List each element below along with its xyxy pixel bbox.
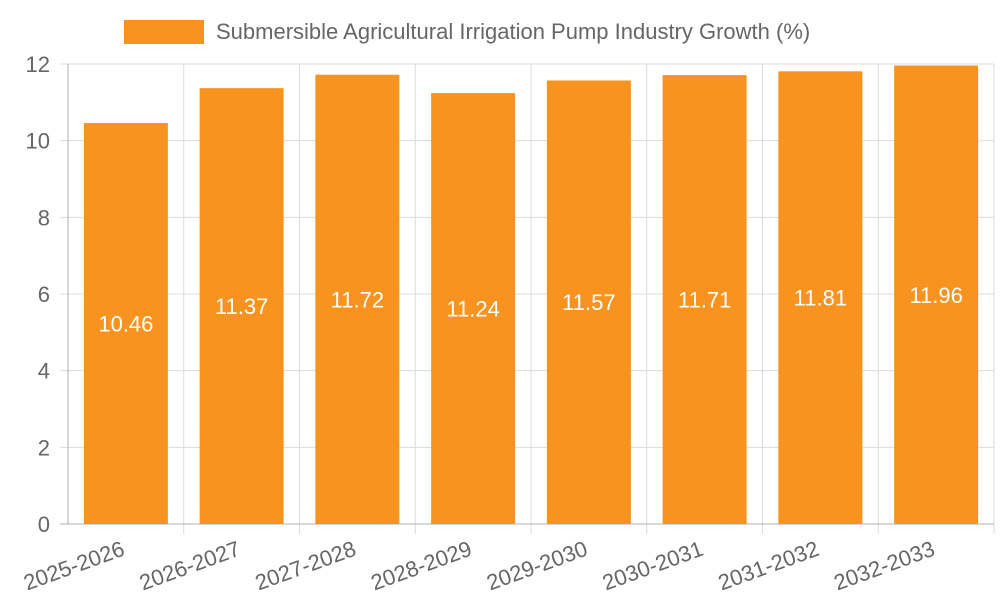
bar[interactable] (431, 93, 516, 524)
y-tick-label: 8 (38, 205, 50, 230)
bar-value-label: 11.72 (331, 287, 384, 312)
legend-swatch (124, 20, 204, 44)
legend-label: Submersible Agricultural Irrigation Pump… (216, 19, 810, 44)
y-axis-tick-labels: 0 2 4 6 8 10 12 (26, 52, 50, 537)
bar-value-label: 10.46 (98, 312, 153, 337)
legend[interactable]: Submersible Agricultural Irrigation Pump… (124, 19, 810, 44)
bar[interactable] (778, 71, 863, 525)
x-tick-label: 2031-2032 (715, 536, 822, 595)
bars (83, 65, 979, 525)
x-tick-label: 2030-2031 (599, 536, 706, 595)
x-axis-tick-labels: 2025-2026 2026-2027 2027-2028 2028-2029 2029… (20, 536, 938, 595)
y-tick-label: 6 (38, 282, 50, 307)
y-tick-label: 0 (38, 512, 50, 537)
x-tick-label: 2026-2027 (136, 536, 243, 595)
bar-value-label: 11.37 (215, 294, 268, 319)
x-tick-label: 2027-2028 (252, 536, 359, 595)
x-tick-label: 2032-2033 (831, 536, 938, 595)
y-tick-label: 10 (26, 129, 50, 154)
bar[interactable] (894, 65, 979, 525)
bar[interactable] (83, 123, 168, 525)
bar-value-label: 11.57 (562, 290, 615, 315)
bar[interactable] (315, 74, 400, 524)
bar-value-label: 11.24 (446, 297, 499, 322)
data-labels: 10.46 11.37 11.72 11.24 11.57 11.71 11.81 11.96 (98, 283, 962, 337)
y-tick-label: 12 (26, 52, 50, 77)
bar[interactable] (546, 80, 631, 524)
x-tick-label: 2025-2026 (20, 536, 127, 595)
bar-value-label: 11.71 (678, 288, 731, 313)
y-tick-label: 4 (38, 359, 50, 384)
x-tick-label: 2029-2030 (483, 536, 590, 595)
y-tick-label: 2 (38, 435, 50, 460)
x-tick-label: 2028-2029 (368, 536, 475, 595)
bar[interactable] (662, 75, 747, 524)
bar-value-label: 11.81 (794, 286, 847, 311)
bar-value-label: 11.96 (909, 283, 962, 308)
bar[interactable] (199, 88, 284, 525)
